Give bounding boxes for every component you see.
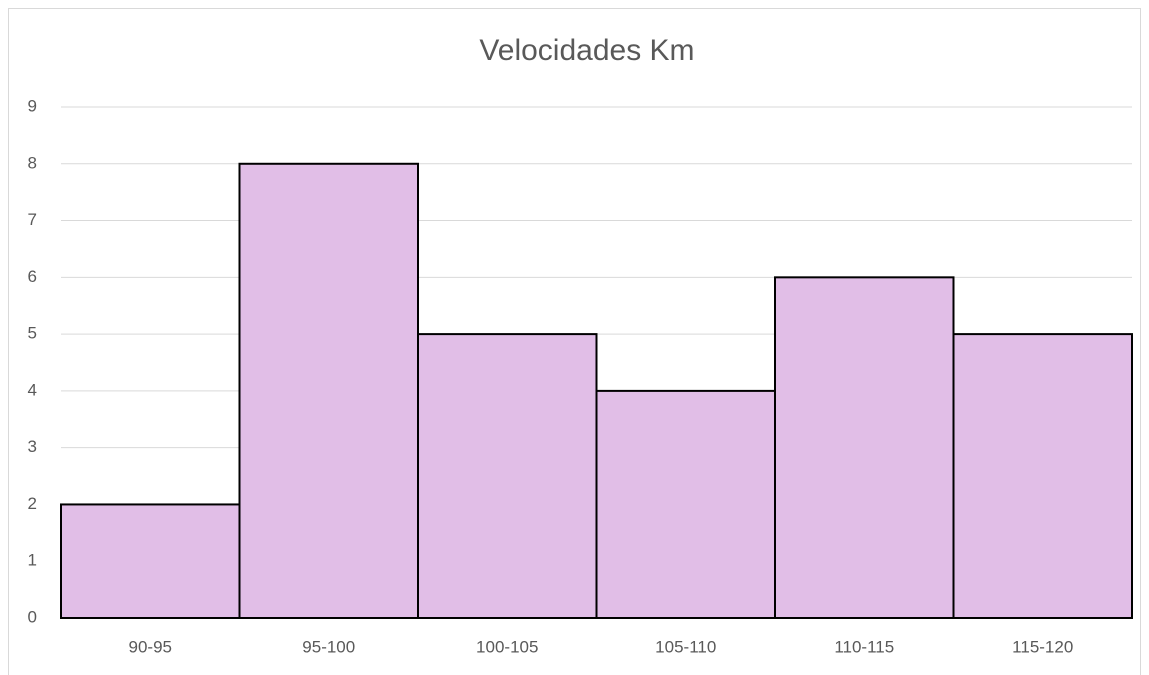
y-tick-label: 8 xyxy=(28,153,37,172)
bar xyxy=(60,503,241,620)
y-tick-label: 7 xyxy=(28,210,37,229)
x-tick-label: 95-100 xyxy=(302,637,355,656)
bar xyxy=(952,333,1133,619)
bar xyxy=(595,389,776,619)
y-tick-label: 5 xyxy=(28,324,37,343)
bar xyxy=(417,333,598,619)
x-tick-label: 115-120 xyxy=(1012,637,1073,656)
x-tick-label: 90-95 xyxy=(129,637,172,656)
y-tick-label: 0 xyxy=(28,607,37,626)
bar xyxy=(238,162,419,619)
x-tick-label: 105-110 xyxy=(655,637,716,656)
y-tick-label: 4 xyxy=(28,380,37,399)
x-tick-label: 110-115 xyxy=(834,637,894,656)
chart-title: Velocidades Km xyxy=(479,34,694,67)
y-tick-label: 3 xyxy=(28,437,37,456)
y-tick-label: 6 xyxy=(28,267,37,286)
y-tick-label: 9 xyxy=(28,96,37,115)
x-tick-label: 100-105 xyxy=(476,637,538,656)
y-tick-label: 2 xyxy=(28,494,37,513)
y-tick-label: 1 xyxy=(28,551,37,570)
bar xyxy=(774,276,955,619)
